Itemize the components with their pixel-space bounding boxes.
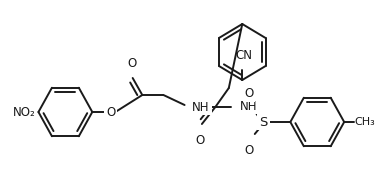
Text: NH: NH [192, 100, 210, 114]
Text: S: S [259, 116, 268, 128]
Text: CH₃: CH₃ [355, 117, 375, 127]
Text: CN: CN [236, 49, 253, 62]
Text: O: O [127, 57, 136, 70]
Text: O: O [244, 144, 254, 157]
Text: NO₂: NO₂ [13, 105, 35, 119]
Text: O: O [195, 134, 205, 147]
Text: O: O [106, 105, 115, 119]
Text: O: O [244, 87, 254, 100]
Text: NH: NH [241, 99, 258, 113]
